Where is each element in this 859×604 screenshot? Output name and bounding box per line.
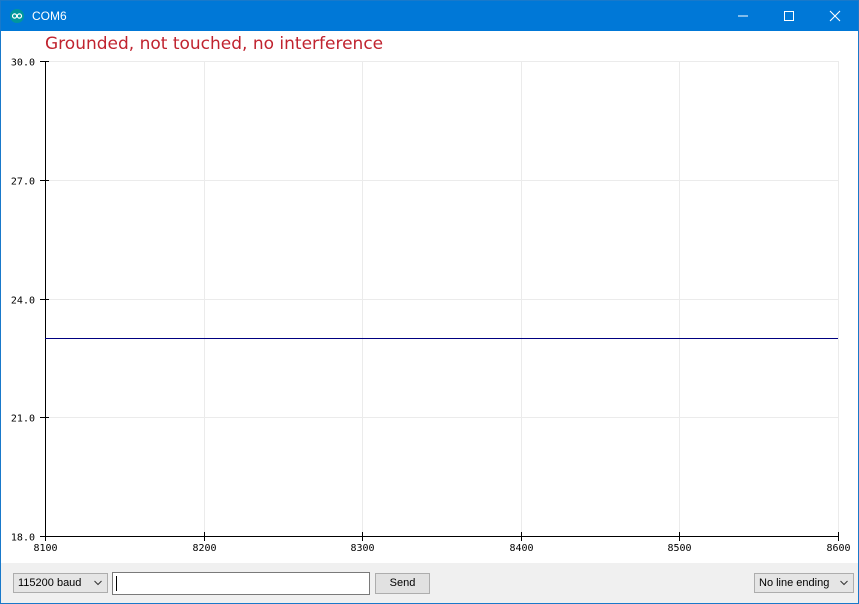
x-tick-label: 8300 <box>350 543 374 554</box>
arduino-icon <box>10 9 24 23</box>
maximize-icon <box>784 11 794 21</box>
x-tick-label: 8500 <box>667 543 691 554</box>
chevron-down-icon <box>94 580 102 586</box>
y-tick-label: 30.0 <box>11 58 35 69</box>
y-tick-label: 27.0 <box>11 177 35 188</box>
text-caret <box>116 576 117 591</box>
line-ending-value: No line ending <box>759 577 830 589</box>
title-bar: COM6 <box>1 1 858 31</box>
bottom-toolbar: 115200 baud Send No line ending <box>1 563 858 603</box>
close-button[interactable] <box>812 1 858 31</box>
line-ending-select[interactable]: No line ending <box>754 573 854 593</box>
x-tick-label: 8400 <box>509 543 533 554</box>
send-button[interactable]: Send <box>375 573 430 594</box>
maximize-button[interactable] <box>766 1 812 31</box>
minimize-button[interactable] <box>720 1 766 31</box>
x-tick-label: 8200 <box>192 543 216 554</box>
send-input[interactable] <box>112 572 370 595</box>
y-tick-label: 18.0 <box>11 533 35 544</box>
serial-plot: 18.0 21.0 24.0 27.0 30.0 8100 8200 8300 8400 8500… <box>11 58 851 555</box>
baud-rate-value: 115200 baud <box>18 577 82 589</box>
minimize-icon <box>738 15 748 17</box>
y-tick-label: 21.0 <box>11 414 35 425</box>
close-icon <box>829 10 841 22</box>
x-tick-label: 8100 <box>33 543 57 554</box>
window-title: COM6 <box>32 9 67 23</box>
y-tick-label: 24.0 <box>11 296 35 307</box>
baud-rate-select[interactable]: 115200 baud <box>13 573 108 593</box>
plot-area: 18.0 21.0 24.0 27.0 30.0 8100 8200 8300 8400 8500… <box>1 31 858 563</box>
series-label: Grounded, not touched, no interference <box>45 34 384 54</box>
x-tick-label: 8600 <box>826 543 850 554</box>
chevron-down-icon <box>840 580 848 586</box>
